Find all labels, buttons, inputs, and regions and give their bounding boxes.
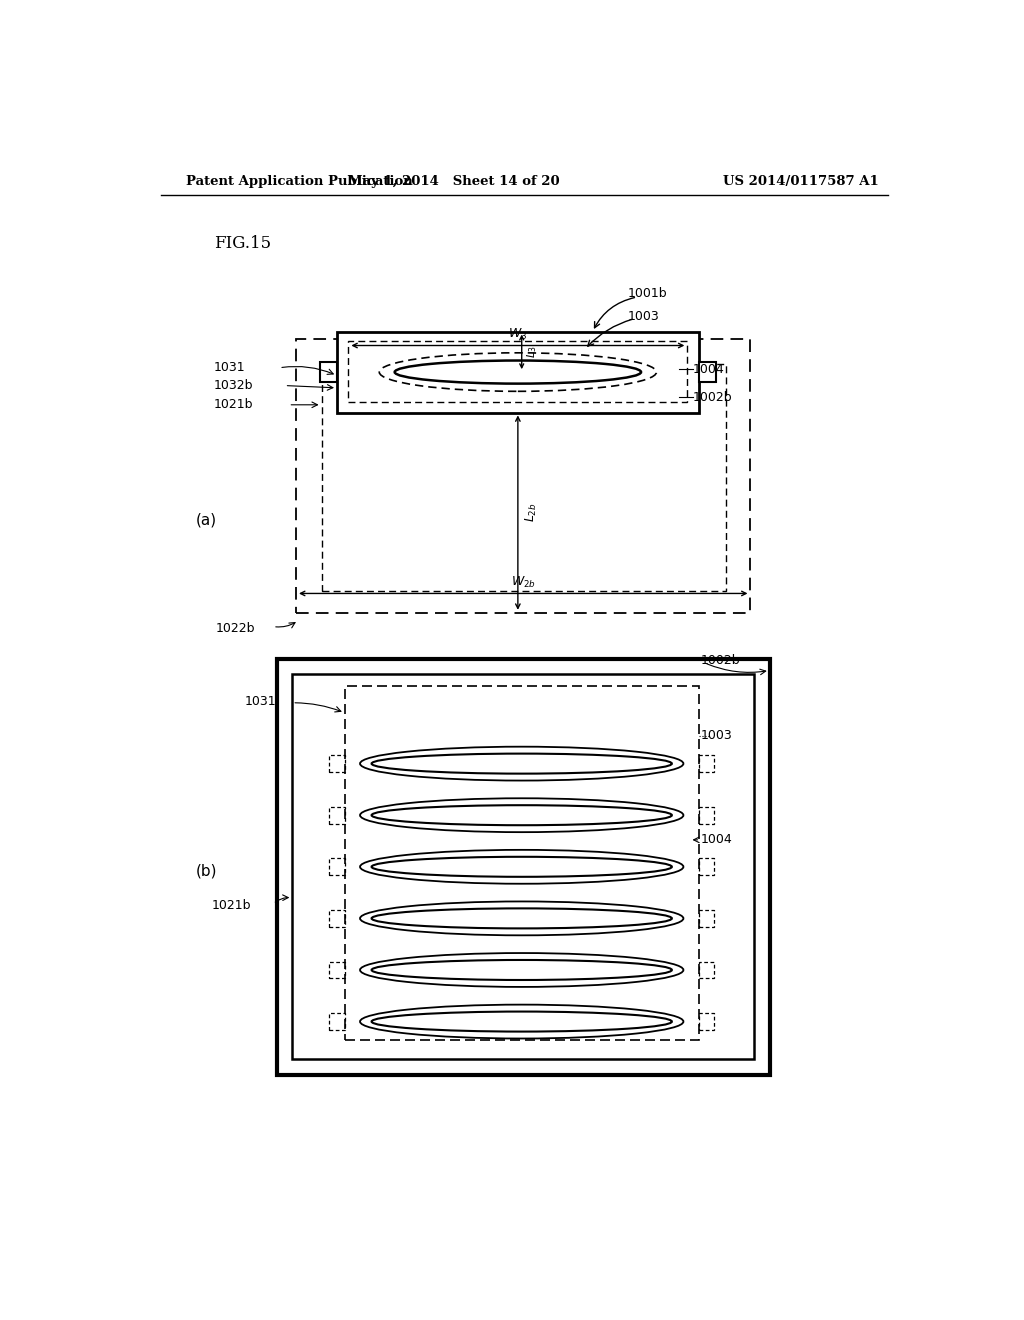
Bar — [330, 1014, 345, 1030]
Bar — [698, 961, 714, 978]
Text: $L_{2b}$: $L_{2b}$ — [524, 503, 539, 523]
Bar — [330, 858, 345, 875]
Text: 1003: 1003 — [628, 310, 659, 323]
Bar — [698, 362, 716, 381]
Text: $L_3$: $L_3$ — [525, 346, 540, 358]
Ellipse shape — [372, 754, 672, 774]
Bar — [337, 331, 698, 412]
Text: $W_3$: $W_3$ — [508, 327, 527, 342]
Text: $W_{2b}$: $W_{2b}$ — [511, 576, 536, 590]
Bar — [345, 686, 698, 1040]
Bar — [322, 364, 726, 591]
Ellipse shape — [360, 1005, 683, 1039]
Ellipse shape — [360, 902, 683, 936]
Text: FIG.15: FIG.15 — [214, 235, 270, 252]
Ellipse shape — [372, 805, 672, 825]
Text: May 1, 2014   Sheet 14 of 20: May 1, 2014 Sheet 14 of 20 — [348, 176, 560, 187]
Ellipse shape — [372, 857, 672, 876]
Bar — [698, 755, 714, 772]
Text: Patent Application Publication: Patent Application Publication — [186, 176, 413, 187]
Text: 1021b: 1021b — [214, 399, 253, 412]
Ellipse shape — [372, 1011, 672, 1032]
Text: 1031: 1031 — [245, 694, 276, 708]
Bar — [698, 807, 714, 824]
Text: 1004: 1004 — [692, 363, 724, 376]
Ellipse shape — [379, 352, 656, 391]
Text: US 2014/0117587 A1: US 2014/0117587 A1 — [723, 176, 879, 187]
Ellipse shape — [360, 953, 683, 987]
Bar — [296, 339, 751, 612]
Text: (a): (a) — [196, 512, 217, 528]
Text: 1021b: 1021b — [211, 899, 251, 912]
Bar — [330, 961, 345, 978]
Ellipse shape — [360, 850, 683, 884]
Ellipse shape — [372, 960, 672, 979]
Bar — [698, 858, 714, 875]
Bar — [348, 341, 687, 403]
Bar — [330, 807, 345, 824]
Bar — [292, 675, 755, 1059]
Text: 1001b: 1001b — [628, 286, 667, 300]
Bar — [330, 909, 345, 927]
Text: (b): (b) — [196, 863, 217, 878]
Text: 1022b: 1022b — [215, 622, 255, 635]
Bar — [330, 755, 345, 772]
Bar — [698, 1014, 714, 1030]
Bar — [319, 362, 337, 381]
Bar — [698, 909, 714, 927]
Ellipse shape — [360, 799, 683, 832]
Ellipse shape — [394, 360, 641, 384]
Text: 1002b: 1002b — [692, 391, 732, 404]
Ellipse shape — [360, 747, 683, 780]
Ellipse shape — [372, 908, 672, 928]
Text: 1031: 1031 — [214, 362, 246, 375]
Text: 1032b: 1032b — [214, 379, 253, 392]
Text: 1004: 1004 — [700, 833, 732, 846]
Bar — [276, 659, 770, 1074]
Text: 1003: 1003 — [700, 730, 732, 742]
Text: 1002b: 1002b — [700, 653, 740, 667]
